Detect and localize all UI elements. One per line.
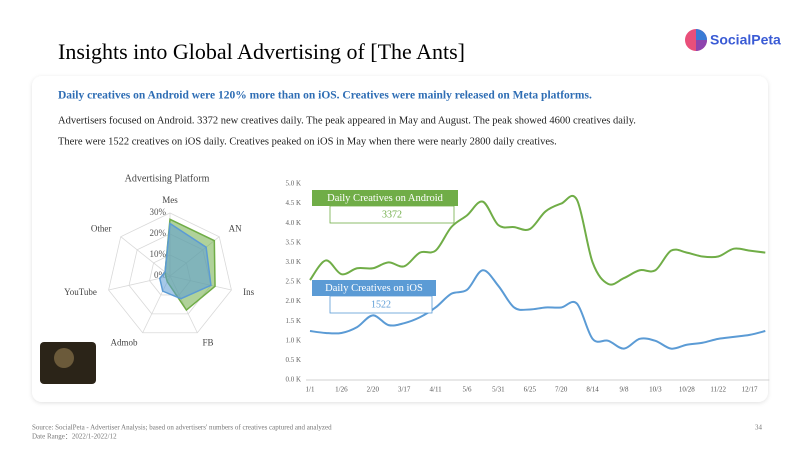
y-tick-label: 4.5 K [285,199,301,207]
y-tick-label: 2.0 K [285,297,301,305]
app-icon [40,342,96,384]
x-tick-label: 11/22 [710,386,726,394]
radar-tick-label: 0% [154,270,167,280]
radar-title: Advertising Platform [125,173,210,184]
x-tick-label: 10/3 [649,386,662,394]
radar-category: YouTube [64,287,97,297]
annotation-value: 3372 [382,209,402,220]
annotation-title: Daily Creatives on iOS [325,283,423,294]
footer-source: Source: SocialPeta - Advertiser Analysis… [32,424,332,432]
body-text: Advertisers focused on Android. 3372 new… [58,115,636,126]
radar-grid [108,212,232,334]
radar-category: Mes [162,195,178,205]
annotation-value: 1522 [371,299,391,310]
subtitle: Daily creatives on Android were 120% mor… [58,90,592,102]
y-tick-label: 3.0 K [285,258,301,266]
y-tick-label: 1.0 K [285,336,301,344]
x-tick-label: 5/6 [463,386,472,394]
footer-date: Date Range：2022/1-2022/12 [32,433,117,441]
x-tick-label: 8/14 [586,386,599,394]
annotation-box [312,280,436,296]
x-tick-label: 5/31 [492,386,505,394]
x-tick-label: 1/1 [306,386,315,394]
radar-category: Other [91,223,112,233]
x-tick-label: 7/20 [555,386,568,394]
y-tick-label: 2.5 K [285,278,301,286]
line-series [309,194,766,286]
annotation-value-box [329,295,433,314]
radar-tick-label: 10% [150,249,167,259]
x-tick-label: 10/28 [679,386,695,394]
radar-spoke [120,236,171,277]
page-number: 34 [755,424,763,432]
slide-title: Insights into Global Advertising of [The… [58,39,465,64]
y-tick-label: 1.5 K [285,317,301,325]
y-tick-label: 4.0 K [285,219,301,227]
logo-icon-part [696,29,707,40]
body-text: There were 1522 creatives on iOS daily. … [58,136,557,147]
logo-icon-part [696,40,707,51]
annotation-title: Daily Creatives on Android [327,193,444,204]
logo: SocialPeta [685,29,781,51]
x-tick-label: 2/20 [367,386,380,394]
annotation-value-box [329,205,455,224]
radar-category: AN [229,223,242,233]
x-tick-label: 9/8 [620,386,629,394]
radar-series [158,222,212,300]
x-tick-label: 12/17 [742,386,758,394]
x-tick-label: 4/11 [430,386,443,394]
x-tick-label: 6/25 [524,386,537,394]
radar-category: Admob [110,338,138,348]
radar-category: Ins [243,287,254,297]
line-series [309,269,766,350]
y-tick-label: 3.5 K [285,238,301,246]
radar-tick-label: 20% [150,228,167,238]
y-tick-label: 0.0 K [285,376,301,384]
logo-text: SocialPeta [710,32,781,48]
radar-tick-label: 30% [150,207,167,217]
y-tick-label: 0.5 K [285,356,301,364]
annotation-box [312,190,458,206]
x-tick-label: 3/17 [398,386,411,394]
app-icon-art [54,348,74,368]
radar-category: FB [203,338,214,348]
y-tick-label: 5.0 K [285,180,301,188]
x-tick-label: 1/26 [335,386,348,394]
